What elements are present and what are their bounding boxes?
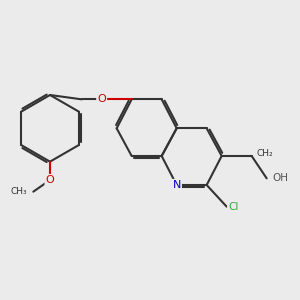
- Text: O: O: [97, 94, 106, 104]
- Text: O: O: [46, 175, 54, 185]
- Text: CH₃: CH₃: [10, 187, 27, 196]
- Text: CH₂: CH₂: [257, 149, 273, 158]
- Text: Cl: Cl: [228, 202, 238, 212]
- Text: OH: OH: [273, 173, 289, 183]
- Text: N: N: [172, 180, 181, 190]
